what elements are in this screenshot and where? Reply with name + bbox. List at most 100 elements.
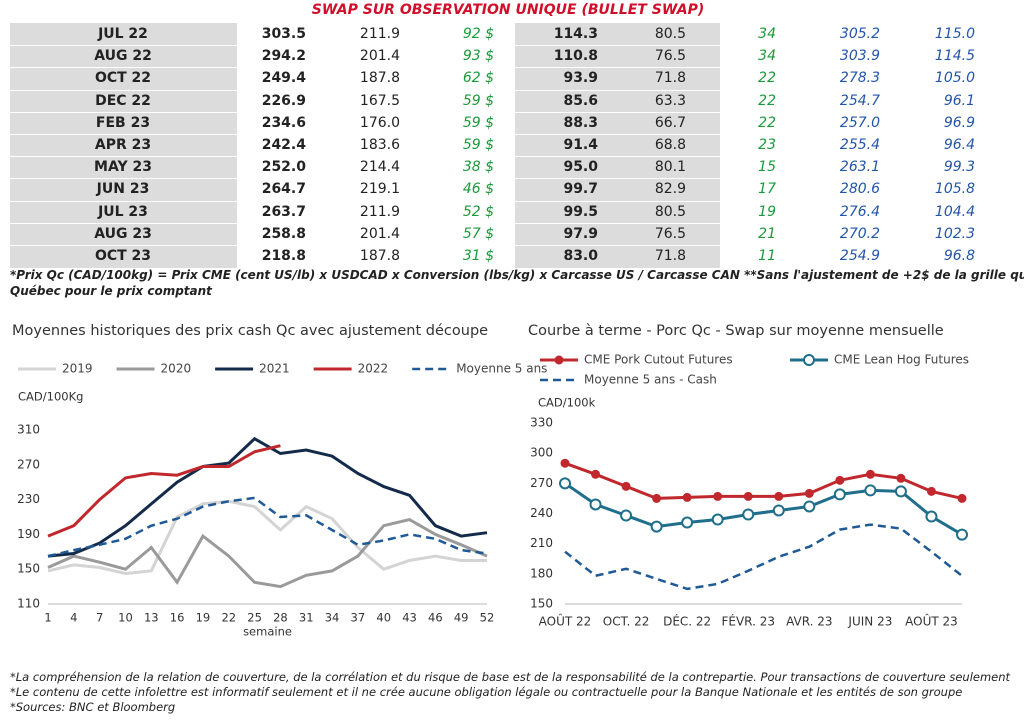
table-cell: 68.8 (654, 137, 686, 153)
table-cell: MAY 23 (94, 159, 152, 176)
legend-label: CME Pork Cutout Futures (584, 353, 733, 367)
point (713, 491, 723, 501)
page-title: SWAP SUR OBSERVATION UNIQUE (BULLET SWAP… (311, 2, 705, 18)
legend-label: 2022 (358, 362, 389, 376)
point (652, 493, 662, 503)
table-cell: 211.9 (359, 26, 400, 42)
table-cell: 82.9 (654, 181, 686, 198)
row-separator (10, 178, 1016, 180)
series-line (47, 436, 488, 558)
table-cell: 254.9 (839, 248, 880, 264)
table-cell: 57 $ (462, 225, 494, 242)
table-cell: 62 $ (462, 70, 494, 87)
point (743, 491, 753, 501)
table-cell: 263.7 (261, 203, 306, 220)
table-cell: 23 (758, 137, 776, 153)
x-axis-label: semaine (243, 625, 292, 639)
y-tick-label: 300 (530, 446, 553, 460)
table-cell: 255.4 (839, 137, 880, 153)
table-cell: 34 (758, 48, 776, 65)
note: *Le contenu de cette infolettre est info… (10, 685, 963, 699)
y-tick-label: 270 (17, 457, 40, 471)
point (833, 488, 846, 501)
x-tick-label: 1 (44, 611, 51, 625)
x-tick-label: FÉVR. 23 (721, 614, 775, 629)
point (803, 500, 816, 513)
table-cell: 21 (758, 225, 776, 242)
table-cell: 99.7 (563, 181, 598, 198)
y-axis-label: CAD/100k (538, 396, 596, 410)
table-cell: 219.1 (359, 181, 400, 198)
series-line (564, 461, 963, 500)
row-separator (10, 89, 1016, 91)
row-separator (10, 156, 1016, 158)
table-cell: 88.3 (563, 114, 598, 131)
table-cell: 96.8 (943, 248, 975, 264)
point (620, 509, 633, 522)
series-line (47, 496, 488, 558)
shade (10, 23, 237, 268)
point (925, 510, 938, 523)
table-cell: 102.3 (934, 225, 975, 242)
x-tick-label: JUIN 23 (847, 615, 892, 629)
table-cell: 19 (758, 203, 776, 220)
x-tick-label: 31 (299, 611, 314, 625)
table-cell: 22 (758, 92, 776, 109)
table-cell: 96.9 (943, 114, 975, 131)
point (560, 458, 570, 468)
point (774, 491, 784, 501)
table-cell: 59 $ (462, 137, 494, 153)
table-cell: 99.5 (563, 203, 598, 220)
point (591, 469, 601, 479)
x-tick-label: 40 (376, 611, 391, 625)
point (865, 469, 875, 479)
table-cell: 218.8 (261, 248, 306, 264)
table-cell: 17 (758, 181, 776, 198)
point (956, 528, 968, 541)
table-cell: 105.8 (934, 181, 975, 198)
y-axis-label: CAD/100Kg (18, 390, 83, 404)
table-cell: 34 (758, 26, 776, 42)
series-line (47, 444, 281, 538)
point (589, 498, 602, 511)
point (772, 504, 785, 517)
table-cell: 93 $ (462, 48, 494, 65)
table-cell: 31 $ (462, 248, 494, 264)
y-tick-label: 310 (17, 423, 40, 437)
table-cell: 115.0 (934, 26, 975, 42)
x-tick-label: 13 (144, 611, 159, 625)
y-tick-label: 150 (530, 597, 553, 611)
table-cell: 11 (758, 248, 776, 264)
table-cell: 201.4 (359, 48, 400, 65)
table-cell: 80.5 (654, 26, 686, 42)
table-cell: 80.1 (654, 159, 686, 176)
x-tick-label: 10 (118, 611, 133, 625)
row-separator (10, 45, 1016, 47)
table-cell: 52 $ (462, 203, 494, 220)
chart-title: Courbe à terme - Porc Qc - Swap sur moye… (528, 323, 944, 339)
table-cell: 97.9 (563, 225, 598, 242)
point (926, 486, 936, 496)
point (621, 481, 631, 491)
table-cell: 183.6 (359, 137, 400, 153)
table-cell: 99.3 (943, 159, 975, 176)
table-cell: 303.5 (261, 26, 306, 42)
table-cell: 80.5 (654, 203, 686, 220)
table-cell: 59 $ (462, 92, 494, 109)
note: *Sources: BNC et Bloomberg (10, 700, 176, 714)
point (804, 488, 814, 498)
table-cell: 110.8 (553, 48, 598, 65)
table-cell: 96.1 (943, 92, 975, 109)
y-tick-label: 270 (530, 476, 553, 490)
series-line (47, 499, 487, 576)
table-cell: 15 (758, 159, 776, 176)
legend-label: 2021 (259, 362, 290, 376)
row-separator (10, 245, 1016, 246)
table-cell: 93.9 (563, 70, 598, 87)
table-cell: 85.6 (563, 92, 598, 109)
x-tick-label: 19 (196, 611, 211, 625)
x-tick-label: 7 (96, 611, 103, 625)
point (742, 508, 755, 521)
y-tick-label: 190 (17, 527, 40, 541)
table-cell: JUN 23 (96, 181, 150, 198)
